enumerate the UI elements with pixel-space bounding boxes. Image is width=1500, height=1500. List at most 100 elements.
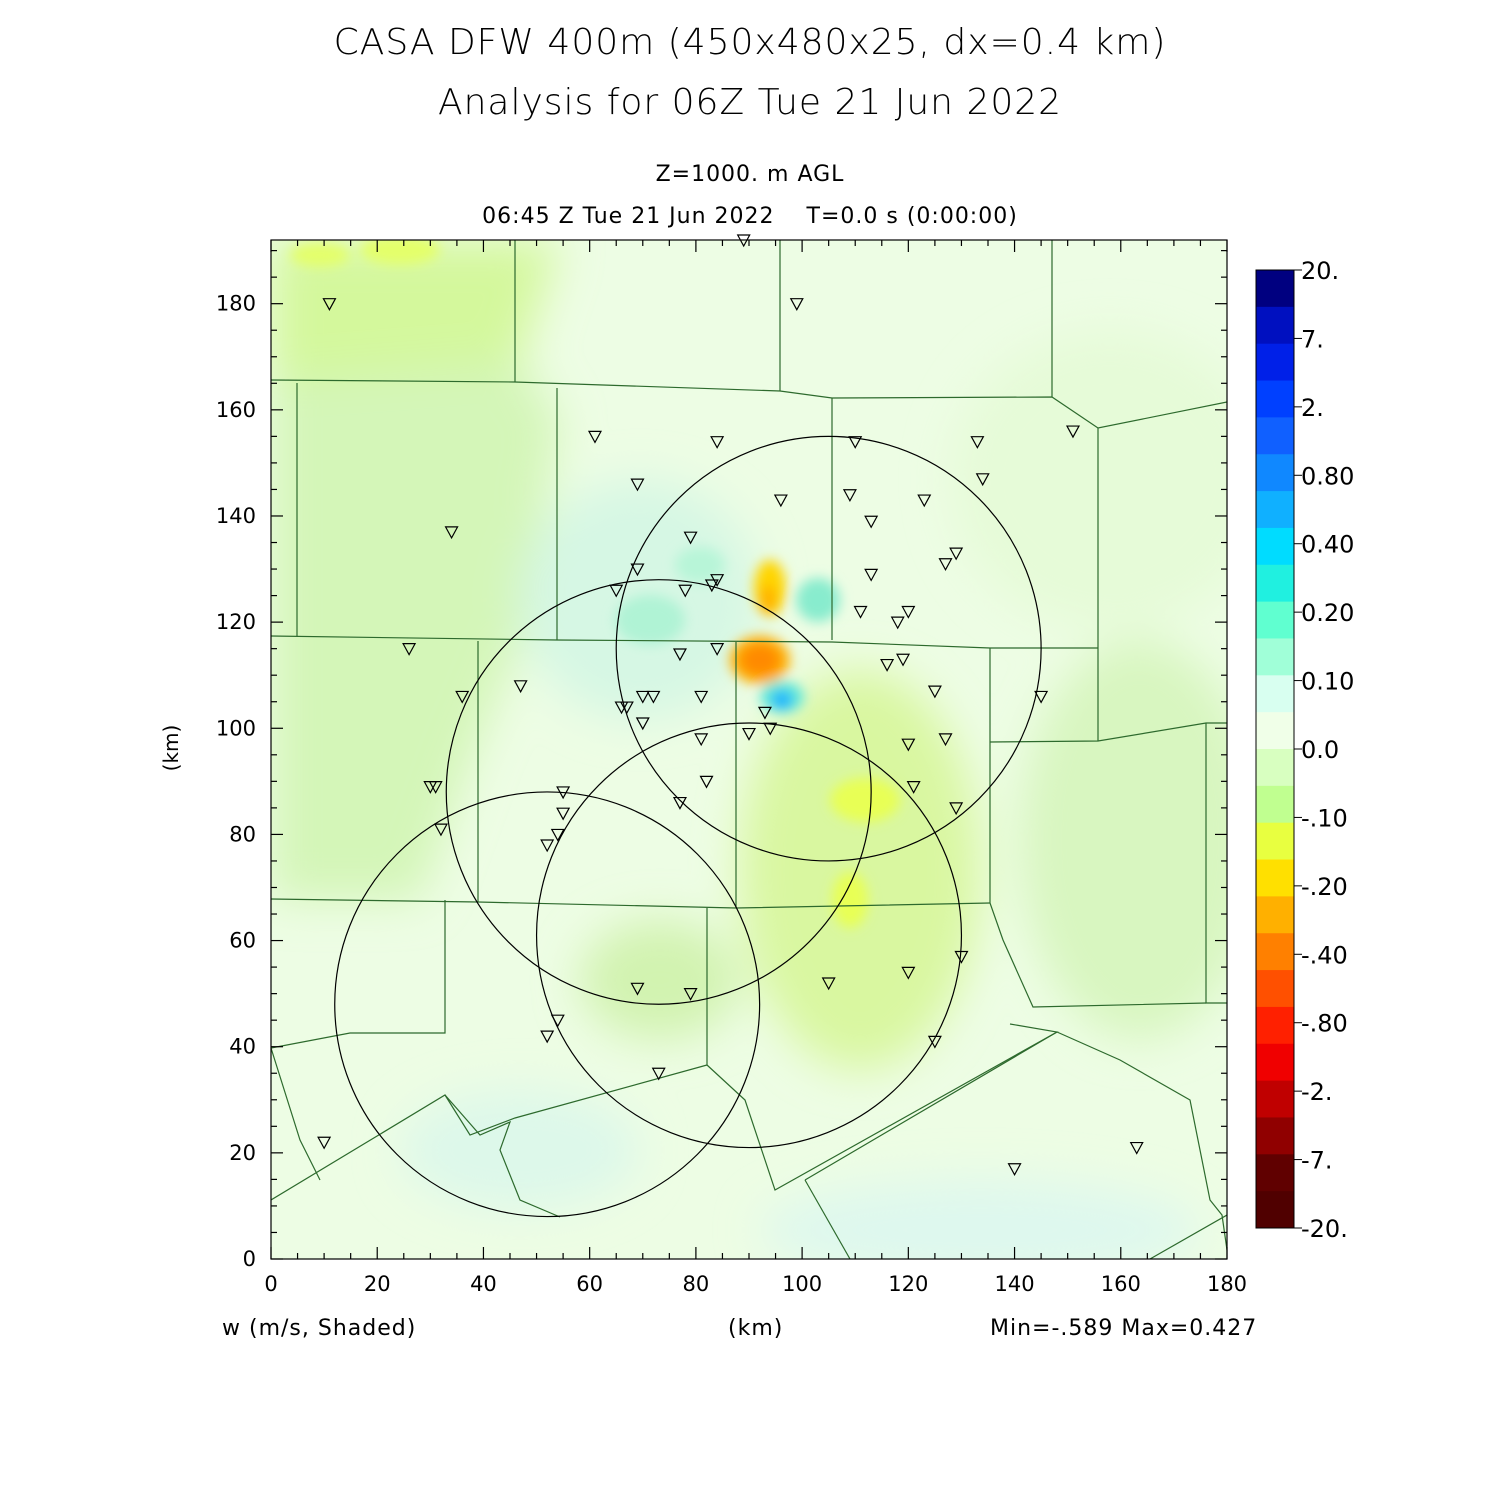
station-marker bbox=[635, 690, 650, 704]
station-marker bbox=[635, 717, 650, 731]
station-marker bbox=[1034, 690, 1049, 704]
colorbar-swatch bbox=[1256, 785, 1294, 824]
station-marker bbox=[864, 568, 879, 582]
colorbar-label: 0.10 bbox=[1301, 668, 1354, 696]
colorbar-swatch bbox=[1256, 601, 1294, 639]
colorbar-label: -.10 bbox=[1301, 804, 1348, 832]
colorbar-label: -7. bbox=[1301, 1147, 1333, 1175]
y-tick-label: 180 bbox=[216, 292, 256, 316]
x-tick-label: 180 bbox=[1207, 1272, 1247, 1296]
station-marker bbox=[683, 988, 698, 1001]
station-marker bbox=[513, 680, 528, 694]
variable-label: w (m/s, Shaded) bbox=[222, 1316, 417, 1341]
colorbar-swatch bbox=[1256, 527, 1294, 566]
radar-ring-4 bbox=[615, 435, 1042, 862]
colorbar-swatch bbox=[1256, 970, 1294, 1008]
station-marker bbox=[694, 733, 709, 747]
station-marker bbox=[949, 547, 964, 561]
station-marker bbox=[1129, 1141, 1144, 1155]
x-tick-label: 80 bbox=[683, 1272, 710, 1296]
x-tick-label: 120 bbox=[888, 1272, 928, 1296]
x-tick-label: 0 bbox=[264, 1272, 277, 1296]
colorbar-swatch bbox=[1256, 859, 1294, 897]
station-marker bbox=[773, 494, 788, 508]
colorbar-swatch bbox=[1256, 822, 1294, 861]
station-marker bbox=[402, 643, 417, 656]
station-marker bbox=[789, 298, 804, 311]
y-axis-title: (km) bbox=[159, 725, 183, 772]
colorbar-swatch bbox=[1256, 343, 1294, 382]
station-marker bbox=[938, 733, 953, 747]
x-tick-label: 160 bbox=[1101, 1272, 1141, 1296]
colorbar-label: 0.40 bbox=[1301, 531, 1354, 559]
station-marker bbox=[587, 430, 602, 444]
colorbar-swatch bbox=[1256, 491, 1294, 529]
colorbar-swatch bbox=[1256, 270, 1294, 308]
station-marker bbox=[880, 658, 895, 672]
station-marker bbox=[630, 563, 645, 577]
colorbar-swatch bbox=[1256, 417, 1294, 455]
station-marker bbox=[619, 701, 634, 715]
colorbar bbox=[1255, 269, 1302, 1229]
colorbar-label: -2. bbox=[1301, 1078, 1333, 1106]
y-tick-label: 40 bbox=[229, 1035, 256, 1059]
station-marker bbox=[853, 605, 868, 619]
station-marker bbox=[710, 436, 725, 449]
colorbar-swatch bbox=[1256, 1043, 1294, 1082]
station-marker bbox=[1007, 1163, 1022, 1177]
colorbar-swatch bbox=[1256, 1154, 1294, 1192]
station-marker bbox=[901, 738, 916, 752]
axis-ticks bbox=[270, 240, 1228, 1260]
station-marker bbox=[455, 690, 470, 704]
station-marker bbox=[741, 727, 757, 741]
station-marker bbox=[433, 823, 448, 837]
y-tick-label: 120 bbox=[216, 610, 256, 634]
x-tick-label: 40 bbox=[470, 1272, 497, 1296]
station-marker bbox=[672, 648, 687, 662]
colorbar-label: 0.20 bbox=[1301, 599, 1354, 627]
valid-time-label: 06:45 Z Tue 21 Jun 2022 T=0.0 s (0:00:00… bbox=[482, 204, 1018, 229]
colorbar-swatch bbox=[1256, 749, 1294, 787]
station-marker bbox=[428, 781, 443, 794]
colorbar-swatch bbox=[1256, 896, 1294, 934]
colorbar-swatch bbox=[1256, 1117, 1294, 1155]
colorbar-swatch bbox=[1256, 564, 1294, 603]
station-marker bbox=[975, 473, 990, 487]
y-tick-label: 160 bbox=[216, 398, 256, 422]
colorbar-label: 20. bbox=[1301, 257, 1339, 285]
station-marker bbox=[927, 685, 942, 699]
radar-ring-3 bbox=[445, 579, 872, 1005]
colorbar-swatch bbox=[1256, 712, 1294, 750]
station-marker bbox=[890, 616, 905, 630]
colorbar-swatch bbox=[1256, 1080, 1294, 1118]
station-marker bbox=[864, 515, 879, 529]
station-marker bbox=[694, 690, 709, 704]
station-marker bbox=[550, 828, 565, 842]
station-marker bbox=[704, 579, 719, 593]
station-marker bbox=[757, 706, 772, 720]
station-marker bbox=[630, 982, 645, 996]
station-marker bbox=[821, 977, 836, 991]
station-marker bbox=[1065, 425, 1080, 439]
x-tick-label: 60 bbox=[576, 1272, 603, 1296]
station-marker bbox=[609, 584, 624, 598]
station-marker bbox=[842, 489, 857, 503]
level-label: Z=1000. m AGL bbox=[655, 162, 845, 187]
y-tick-label: 60 bbox=[229, 929, 256, 953]
colorbar-swatch bbox=[1256, 933, 1294, 971]
colorbar-swatch bbox=[1256, 380, 1294, 418]
y-tick-label: 0 bbox=[243, 1247, 256, 1271]
station-marker bbox=[540, 839, 555, 853]
colorbar-label: 2. bbox=[1301, 394, 1324, 422]
station-marker bbox=[970, 436, 985, 449]
station-marker bbox=[906, 781, 921, 794]
map-title: CASA DFW 400m (450x480x25, dx=0.4 km) bbox=[333, 22, 1167, 63]
colorbar-label: 0.0 bbox=[1301, 736, 1339, 764]
map-subtitle: Analysis for 06Z Tue 21 Jun 2022 bbox=[437, 82, 1063, 123]
x-tick-label: 20 bbox=[364, 1272, 391, 1296]
station-marker bbox=[556, 786, 571, 800]
station-marker bbox=[678, 584, 693, 598]
colorbar-label: -.20 bbox=[1301, 873, 1348, 901]
x-axis-labels: 0 20 40 60 80 100 120 140 160 180 bbox=[264, 1272, 1247, 1296]
station-marker bbox=[540, 1030, 555, 1044]
